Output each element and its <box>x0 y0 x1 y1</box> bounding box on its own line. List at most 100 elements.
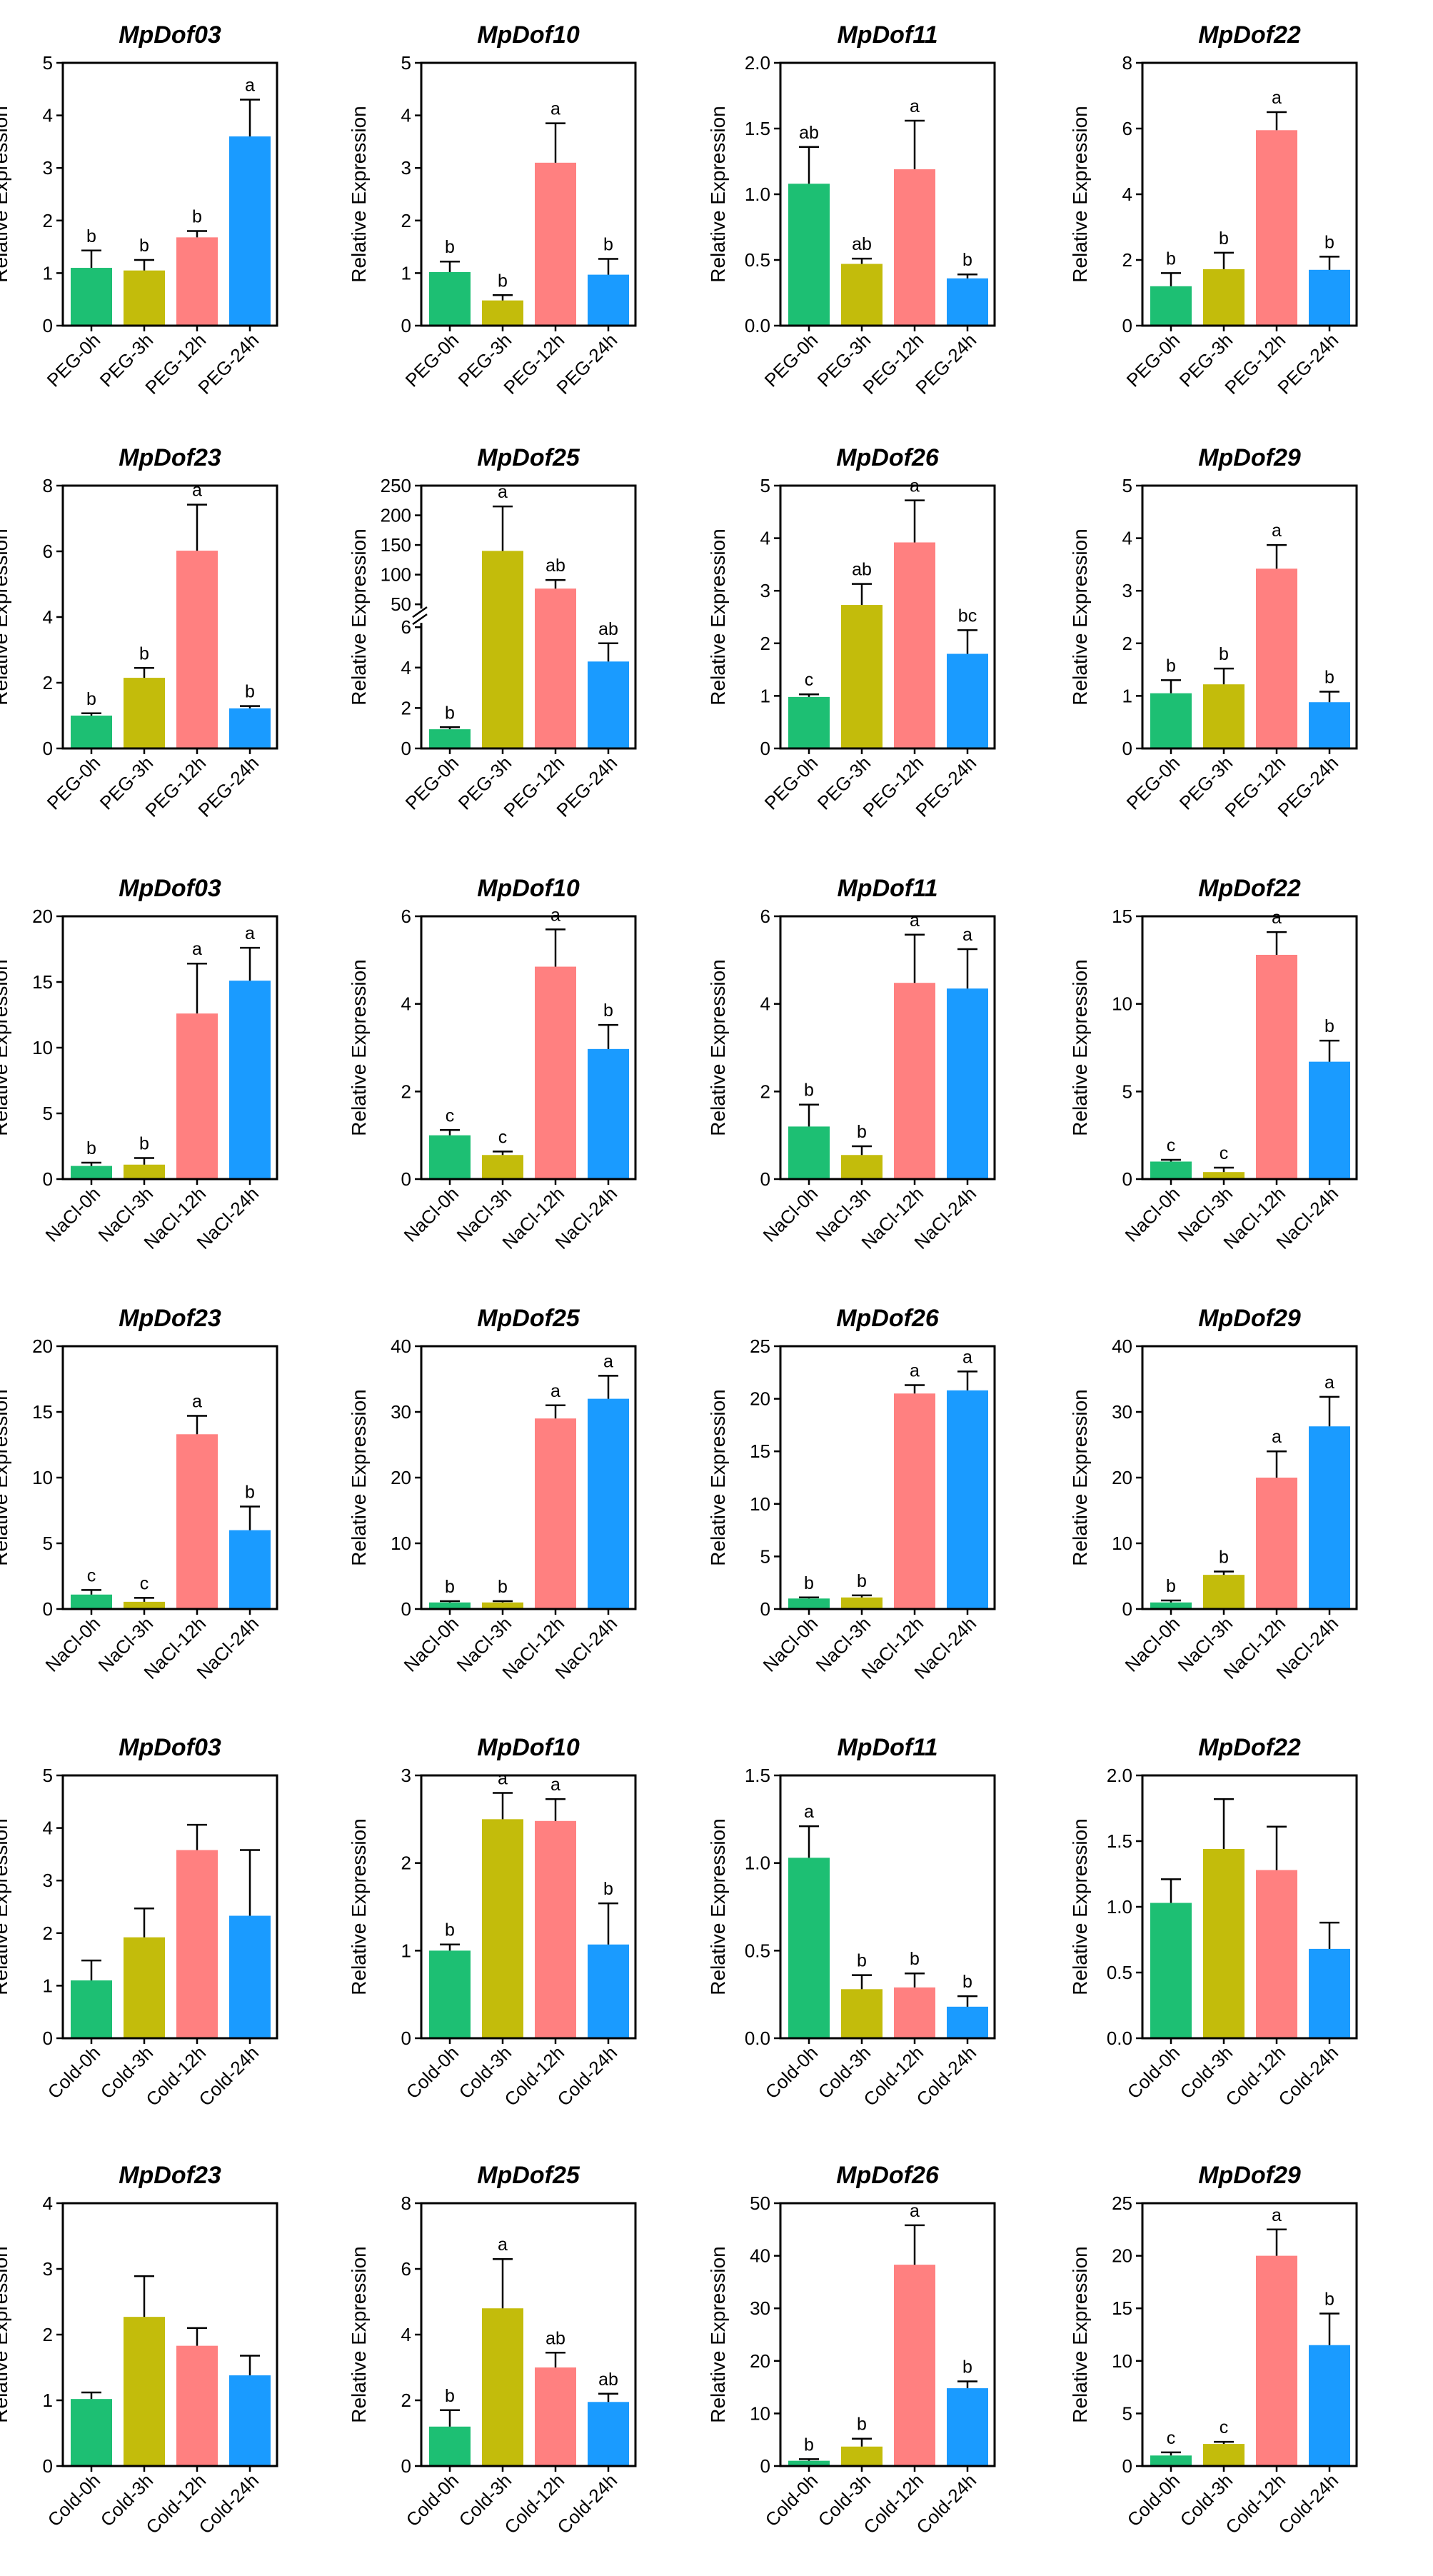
y-tick-label: 0.0 <box>745 315 770 336</box>
significance-letter: ab <box>852 234 872 254</box>
y-tick-label: 0.5 <box>745 249 770 271</box>
y-axis-label: Relative Expression <box>707 528 729 705</box>
y-tick-label: 4 <box>760 528 770 549</box>
bar-cold-12h <box>1256 1870 1297 2038</box>
y-tick-label: 15 <box>750 1440 770 1462</box>
x-tick-label: PEG-0h <box>760 329 823 391</box>
significance-letter: b <box>1219 644 1229 664</box>
y-tick-label: 4 <box>1122 528 1132 549</box>
bar-peg-0h <box>1150 286 1192 326</box>
significance-letter: c <box>805 670 814 690</box>
x-tick-label: Cold-0h <box>1123 2042 1185 2103</box>
panel-title: MpDof26 <box>836 2162 940 2189</box>
panel-title: MpDof26 <box>836 1305 940 1332</box>
bar-cold-0h <box>788 1858 830 2038</box>
bar-nacl-24h <box>947 988 988 1179</box>
y-tick-label: 20 <box>391 1467 411 1488</box>
bar-cold-12h <box>894 1987 935 2038</box>
y-axis-label: Relative Expression <box>1069 1818 1091 1995</box>
y-axis-label: Relative Expression <box>348 1818 370 1995</box>
y-axis-label: Relative Expression <box>1069 959 1091 1136</box>
significance-letter: b <box>857 1951 867 1971</box>
bar-nacl-0h <box>788 1598 830 1609</box>
significance-letter: c <box>87 1565 96 1585</box>
bar-peg-24h <box>588 274 629 326</box>
significance-letter: b <box>804 1573 814 1593</box>
panel-title: MpDof03 <box>119 21 221 49</box>
plot-frame <box>779 1774 996 2040</box>
y-tick-label: 5 <box>760 475 770 496</box>
significance-letter: a <box>1324 1373 1334 1393</box>
significance-letter: a <box>192 481 202 501</box>
panel-title: MpDof11 <box>837 1734 937 1761</box>
x-tick-label: NaCl-0h <box>41 1183 105 1246</box>
y-tick-label: 2 <box>401 210 411 231</box>
bar-nacl-12h <box>894 1393 935 1609</box>
bar-nacl-24h <box>947 1390 988 1609</box>
bar-peg-24h <box>947 653 988 748</box>
y-tick-label: 1 <box>43 1975 53 1996</box>
y-axis-label: Relative Expression <box>707 1389 729 1565</box>
y-tick-label: 6 <box>1122 118 1132 139</box>
x-tick-label: Cold-0h <box>402 2042 463 2103</box>
significance-letter: a <box>550 905 560 925</box>
y-tick-label: 8 <box>1122 52 1132 74</box>
bar-nacl-0h <box>1150 1161 1192 1179</box>
plot-frame <box>1141 484 1358 750</box>
bar-nacl-12h <box>176 1013 218 1179</box>
bar-cold-24h <box>1309 1948 1350 2038</box>
y-axis-label: Relative Expression <box>348 528 370 705</box>
bar-peg-0h <box>429 271 471 326</box>
x-tick-label: Cold-0h <box>44 2042 105 2103</box>
significance-letter: b <box>245 682 255 702</box>
bar-peg-12h <box>535 588 576 748</box>
significance-letter: a <box>550 1775 560 1795</box>
y-tick-label: 0 <box>43 2028 53 2049</box>
bar-peg-0h <box>71 716 112 748</box>
y-axis-label: Relative Expression <box>1069 528 1091 705</box>
panel-title: MpDof29 <box>1198 444 1301 471</box>
bar-peg-0h <box>788 184 830 326</box>
y-tick-label: 3 <box>1122 580 1132 601</box>
y-tick-label: 10 <box>391 1533 411 1554</box>
y-tick-label: 1 <box>401 1940 411 1961</box>
y-tick-label: 0 <box>1122 738 1132 759</box>
bar-cold-12h <box>894 2265 935 2466</box>
y-tick-label: 1.5 <box>745 118 770 139</box>
x-tick-label: NaCl-0h <box>1121 1613 1185 1676</box>
significance-letter: a <box>910 1360 920 1380</box>
y-tick-label: 3 <box>43 157 53 179</box>
panel-title: MpDof29 <box>1198 2162 1301 2189</box>
significance-letter: a <box>1272 2205 1282 2225</box>
x-tick-label: PEG-0h <box>1122 752 1185 814</box>
y-tick-label: 0 <box>43 315 53 336</box>
bar-cold-12h <box>176 2345 218 2466</box>
x-tick-label: Cold-0h <box>402 2470 463 2531</box>
bar-cold-3h <box>482 2308 523 2466</box>
y-tick-label: 20 <box>750 1388 770 1410</box>
y-tick-label: 40 <box>750 2245 770 2267</box>
bar-peg-12h <box>894 542 935 748</box>
plot-frame <box>420 1774 637 2040</box>
significance-letter: c <box>1167 2428 1176 2448</box>
y-tick-label: 0.5 <box>745 1940 770 1961</box>
panel-title: MpDof22 <box>1198 875 1301 902</box>
significance-letter: a <box>498 2235 508 2255</box>
x-tick-label: Cold-0h <box>761 2470 823 2531</box>
bar-peg-3h <box>841 264 883 326</box>
y-tick-label: 1 <box>43 262 53 284</box>
significance-letter: a <box>192 1392 202 1412</box>
significance-letter: b <box>910 1949 920 1969</box>
y-tick-label: 30 <box>750 2297 770 2319</box>
y-tick-label: 3 <box>760 580 770 601</box>
bar-cold-0h <box>71 2399 112 2466</box>
plot-frame <box>779 2202 996 2467</box>
y-tick-label: 10 <box>32 1037 53 1058</box>
significance-letter: a <box>910 911 920 931</box>
y-tick-label: 10 <box>750 1493 770 1515</box>
significance-letter: b <box>857 1571 867 1591</box>
bar-peg-3h <box>1203 269 1245 326</box>
